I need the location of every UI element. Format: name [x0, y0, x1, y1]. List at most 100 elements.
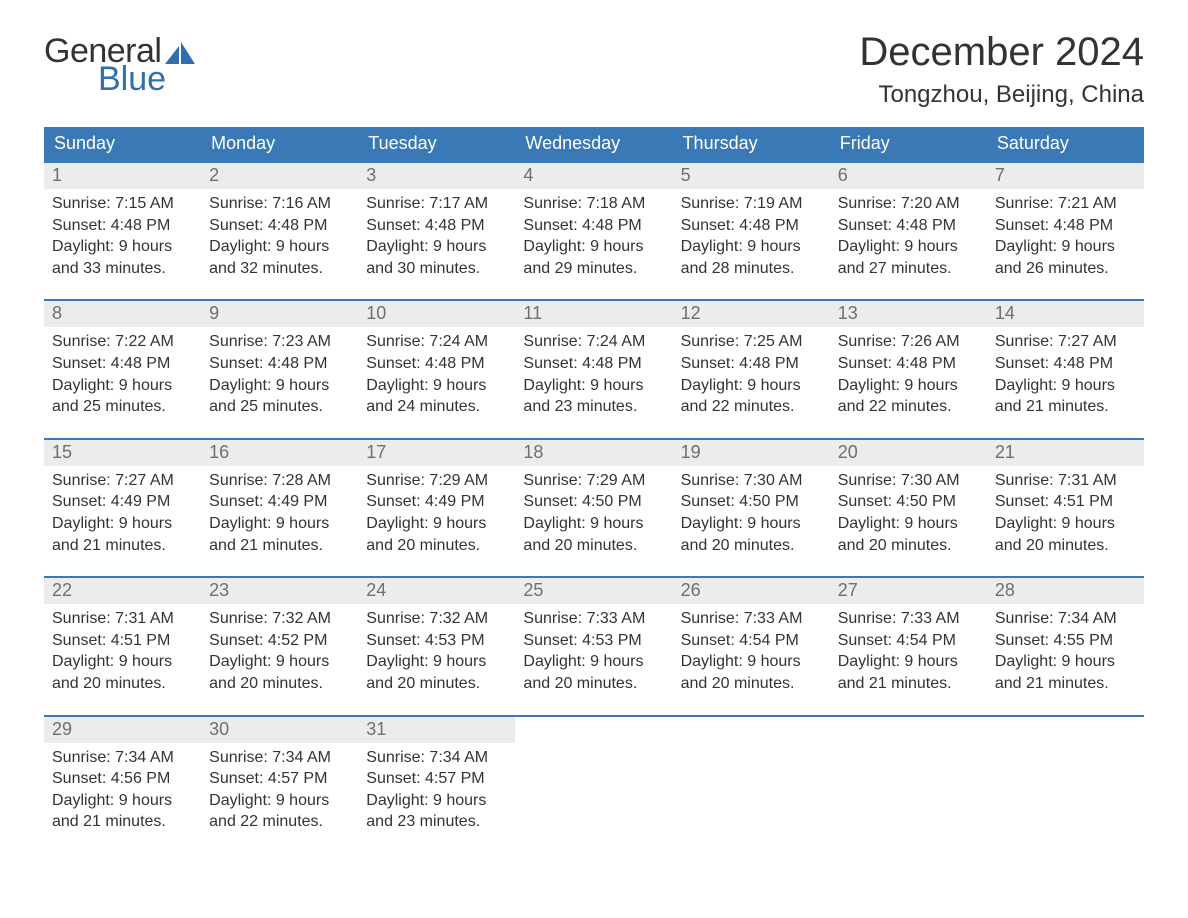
sunrise-line: Sunrise: 7:34 AM: [209, 747, 350, 769]
day-number: 11: [515, 301, 672, 327]
sunrise-line: Sunrise: 7:19 AM: [681, 193, 822, 215]
sunrise-line: Sunrise: 7:27 AM: [52, 470, 193, 492]
day-number: 31: [358, 717, 515, 743]
sunrise-line: Sunrise: 7:24 AM: [523, 331, 664, 353]
sunset-line: Sunset: 4:57 PM: [209, 768, 350, 790]
sunrise-line: Sunrise: 7:28 AM: [209, 470, 350, 492]
daylight-line: Daylight: 9 hours and 21 minutes.: [838, 651, 979, 694]
day-cell: [673, 717, 830, 839]
sunset-line: Sunset: 4:49 PM: [366, 491, 507, 513]
day-cell: 9Sunrise: 7:23 AMSunset: 4:48 PMDaylight…: [201, 301, 358, 423]
day-body: Sunrise: 7:29 AMSunset: 4:49 PMDaylight:…: [358, 466, 515, 562]
week-row: 8Sunrise: 7:22 AMSunset: 4:48 PMDaylight…: [44, 299, 1144, 423]
day-number: 27: [830, 578, 987, 604]
sunset-line: Sunset: 4:53 PM: [366, 630, 507, 652]
day-body: Sunrise: 7:32 AMSunset: 4:53 PMDaylight:…: [358, 604, 515, 700]
day-number: 3: [358, 163, 515, 189]
day-number: 19: [673, 440, 830, 466]
sunset-line: Sunset: 4:53 PM: [523, 630, 664, 652]
day-number: 9: [201, 301, 358, 327]
daylight-line: Daylight: 9 hours and 21 minutes.: [52, 513, 193, 556]
day-body: Sunrise: 7:19 AMSunset: 4:48 PMDaylight:…: [673, 189, 830, 285]
day-body: Sunrise: 7:27 AMSunset: 4:49 PMDaylight:…: [44, 466, 201, 562]
day-number: 17: [358, 440, 515, 466]
day-body: Sunrise: 7:34 AMSunset: 4:57 PMDaylight:…: [201, 743, 358, 839]
day-body: Sunrise: 7:34 AMSunset: 4:57 PMDaylight:…: [358, 743, 515, 839]
day-body: Sunrise: 7:33 AMSunset: 4:53 PMDaylight:…: [515, 604, 672, 700]
sunrise-line: Sunrise: 7:30 AM: [681, 470, 822, 492]
day-body: Sunrise: 7:21 AMSunset: 4:48 PMDaylight:…: [987, 189, 1144, 285]
title-block: December 2024 Tongzhou, Beijing, China: [859, 30, 1144, 109]
day-body: Sunrise: 7:33 AMSunset: 4:54 PMDaylight:…: [673, 604, 830, 700]
sunrise-line: Sunrise: 7:16 AM: [209, 193, 350, 215]
day-number: 5: [673, 163, 830, 189]
day-body: Sunrise: 7:24 AMSunset: 4:48 PMDaylight:…: [515, 327, 672, 423]
sunrise-line: Sunrise: 7:29 AM: [366, 470, 507, 492]
day-cell: 31Sunrise: 7:34 AMSunset: 4:57 PMDayligh…: [358, 717, 515, 839]
daylight-line: Daylight: 9 hours and 27 minutes.: [838, 236, 979, 279]
day-cell: 6Sunrise: 7:20 AMSunset: 4:48 PMDaylight…: [830, 163, 987, 285]
day-body: Sunrise: 7:26 AMSunset: 4:48 PMDaylight:…: [830, 327, 987, 423]
day-body: Sunrise: 7:23 AMSunset: 4:48 PMDaylight:…: [201, 327, 358, 423]
daylight-line: Daylight: 9 hours and 26 minutes.: [995, 236, 1136, 279]
daylight-line: Daylight: 9 hours and 25 minutes.: [209, 375, 350, 418]
daylight-line: Daylight: 9 hours and 21 minutes.: [52, 790, 193, 833]
daylight-line: Daylight: 9 hours and 20 minutes.: [366, 651, 507, 694]
daylight-line: Daylight: 9 hours and 22 minutes.: [681, 375, 822, 418]
day-cell: 30Sunrise: 7:34 AMSunset: 4:57 PMDayligh…: [201, 717, 358, 839]
day-body: Sunrise: 7:31 AMSunset: 4:51 PMDaylight:…: [44, 604, 201, 700]
sunrise-line: Sunrise: 7:32 AM: [209, 608, 350, 630]
day-cell: 18Sunrise: 7:29 AMSunset: 4:50 PMDayligh…: [515, 440, 672, 562]
daylight-line: Daylight: 9 hours and 20 minutes.: [523, 513, 664, 556]
day-cell: 26Sunrise: 7:33 AMSunset: 4:54 PMDayligh…: [673, 578, 830, 700]
day-cell: 7Sunrise: 7:21 AMSunset: 4:48 PMDaylight…: [987, 163, 1144, 285]
day-number: 10: [358, 301, 515, 327]
day-body: Sunrise: 7:29 AMSunset: 4:50 PMDaylight:…: [515, 466, 672, 562]
day-body: Sunrise: 7:34 AMSunset: 4:55 PMDaylight:…: [987, 604, 1144, 700]
sunrise-line: Sunrise: 7:22 AM: [52, 331, 193, 353]
sunset-line: Sunset: 4:49 PM: [52, 491, 193, 513]
day-cell: 27Sunrise: 7:33 AMSunset: 4:54 PMDayligh…: [830, 578, 987, 700]
sunset-line: Sunset: 4:48 PM: [523, 353, 664, 375]
sunrise-line: Sunrise: 7:34 AM: [995, 608, 1136, 630]
daylight-line: Daylight: 9 hours and 20 minutes.: [995, 513, 1136, 556]
day-number: 26: [673, 578, 830, 604]
day-cell: [830, 717, 987, 839]
sunrise-line: Sunrise: 7:31 AM: [995, 470, 1136, 492]
week-row: 15Sunrise: 7:27 AMSunset: 4:49 PMDayligh…: [44, 438, 1144, 562]
sunrise-line: Sunrise: 7:27 AM: [995, 331, 1136, 353]
sunrise-line: Sunrise: 7:29 AM: [523, 470, 664, 492]
sunset-line: Sunset: 4:52 PM: [209, 630, 350, 652]
day-number: 12: [673, 301, 830, 327]
sunset-line: Sunset: 4:49 PM: [209, 491, 350, 513]
day-number: 6: [830, 163, 987, 189]
day-body: Sunrise: 7:25 AMSunset: 4:48 PMDaylight:…: [673, 327, 830, 423]
weekday-cell: Wednesday: [515, 127, 672, 161]
day-body: Sunrise: 7:27 AMSunset: 4:48 PMDaylight:…: [987, 327, 1144, 423]
sunrise-line: Sunrise: 7:23 AM: [209, 331, 350, 353]
brand-sail-icon: [165, 42, 195, 64]
sunrise-line: Sunrise: 7:15 AM: [52, 193, 193, 215]
day-number: 28: [987, 578, 1144, 604]
daylight-line: Daylight: 9 hours and 21 minutes.: [995, 375, 1136, 418]
day-cell: [987, 717, 1144, 839]
sunset-line: Sunset: 4:48 PM: [366, 353, 507, 375]
day-number: 25: [515, 578, 672, 604]
sunset-line: Sunset: 4:55 PM: [995, 630, 1136, 652]
day-body: Sunrise: 7:33 AMSunset: 4:54 PMDaylight:…: [830, 604, 987, 700]
page-header: General Blue December 2024 Tongzhou, Bei…: [44, 30, 1144, 109]
daylight-line: Daylight: 9 hours and 23 minutes.: [366, 790, 507, 833]
daylight-line: Daylight: 9 hours and 28 minutes.: [681, 236, 822, 279]
day-number: 23: [201, 578, 358, 604]
day-cell: 8Sunrise: 7:22 AMSunset: 4:48 PMDaylight…: [44, 301, 201, 423]
day-cell: 15Sunrise: 7:27 AMSunset: 4:49 PMDayligh…: [44, 440, 201, 562]
sunset-line: Sunset: 4:48 PM: [995, 215, 1136, 237]
daylight-line: Daylight: 9 hours and 20 minutes.: [366, 513, 507, 556]
daylight-line: Daylight: 9 hours and 22 minutes.: [838, 375, 979, 418]
day-body: Sunrise: 7:22 AMSunset: 4:48 PMDaylight:…: [44, 327, 201, 423]
sunset-line: Sunset: 4:51 PM: [995, 491, 1136, 513]
week-row: 1Sunrise: 7:15 AMSunset: 4:48 PMDaylight…: [44, 161, 1144, 285]
day-body: Sunrise: 7:34 AMSunset: 4:56 PMDaylight:…: [44, 743, 201, 839]
day-body: Sunrise: 7:30 AMSunset: 4:50 PMDaylight:…: [673, 466, 830, 562]
sunrise-line: Sunrise: 7:33 AM: [681, 608, 822, 630]
